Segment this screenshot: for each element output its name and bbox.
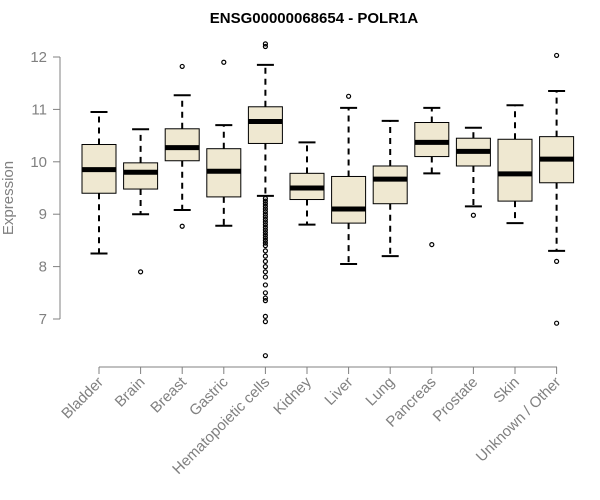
- y-axis-title: Expression: [0, 161, 17, 235]
- box-prostate: [455, 126, 491, 218]
- x-tick-label: Brain: [112, 374, 149, 411]
- iqr-box: [164, 128, 200, 162]
- iqr-box: [497, 138, 533, 202]
- outlier-point: [262, 313, 268, 319]
- outlier-point: [346, 93, 352, 99]
- box-liver: [331, 93, 367, 265]
- outlier-point: [262, 248, 268, 254]
- outlier-point: [262, 41, 268, 47]
- outlier-point: [262, 214, 268, 220]
- box-hematopoietic-cells: [247, 41, 283, 359]
- outlier-point: [221, 59, 227, 65]
- box-skin: [497, 104, 533, 225]
- box-breast: [164, 63, 200, 229]
- outlier-point: [429, 241, 435, 248]
- y-tick-label: 11: [31, 101, 47, 118]
- box-brain: [123, 128, 159, 275]
- outlier-point: [553, 258, 560, 264]
- y-tick-label: 9: [39, 206, 47, 223]
- outlier-point: [262, 211, 268, 217]
- outlier-point: [553, 320, 560, 326]
- box-lung: [372, 119, 408, 258]
- outlier-point: [262, 201, 268, 207]
- outlier-point: [262, 353, 268, 359]
- y-tick-label: 12: [30, 49, 47, 66]
- outlier-point: [262, 219, 268, 225]
- y-tick-label: 7: [39, 311, 47, 328]
- x-tick-label: Bladder: [58, 374, 107, 423]
- outlier-point: [262, 232, 268, 238]
- x-tick-label: Kidney: [270, 373, 315, 418]
- x-tick-label: Lung: [362, 374, 398, 410]
- outlier-point: [262, 224, 268, 230]
- iqr-box: [123, 162, 159, 190]
- outlier-point: [262, 227, 268, 233]
- outlier-point: [262, 264, 268, 270]
- x-tick-label: Breast: [147, 373, 190, 416]
- outlier-point: [262, 282, 268, 288]
- outlier-point: [470, 212, 476, 218]
- outlier-point: [262, 319, 268, 325]
- x-tick-label: Skin: [490, 374, 523, 407]
- outlier-point: [262, 235, 268, 241]
- outlier-point: [262, 253, 268, 259]
- iqr-box: [372, 165, 408, 205]
- iqr-box: [331, 175, 367, 224]
- outlier-point: [262, 222, 268, 228]
- outlier-point: [262, 229, 268, 236]
- x-tick-label: Prostate: [430, 374, 482, 426]
- x-tick-label: Liver: [321, 374, 356, 409]
- outlier-point: [138, 269, 144, 275]
- outlier-point: [179, 223, 185, 229]
- outlier-point: [262, 216, 268, 223]
- box-kidney: [289, 141, 325, 226]
- outlier-point: [262, 243, 268, 249]
- outlier-point: [262, 237, 268, 243]
- boxes-group: [81, 41, 575, 359]
- outlier-point: [262, 206, 268, 212]
- outlier-point: [262, 203, 268, 209]
- outlier-point: [262, 298, 268, 304]
- outlier-point: [262, 198, 268, 204]
- outlier-point: [262, 240, 268, 246]
- iqr-box: [247, 106, 283, 144]
- box-pancreas: [414, 106, 450, 248]
- outlier-point: [262, 274, 268, 280]
- box-gastric: [206, 59, 242, 227]
- chart-title: ENSG00000068654 - POLR1A: [210, 10, 419, 27]
- outlier-point: [262, 290, 268, 296]
- outlier-point: [262, 43, 268, 50]
- y-axis-ticks: 7 8 9 10 11 12: [30, 49, 60, 328]
- outlier-point: [262, 208, 268, 215]
- y-tick-label: 8: [39, 259, 47, 276]
- outlier-point: [262, 258, 268, 264]
- outlier-point: [179, 63, 185, 70]
- outlier-point: [262, 295, 268, 301]
- box-bladder: [81, 111, 117, 255]
- outlier-point: [262, 269, 268, 275]
- y-tick-label: 10: [30, 154, 47, 171]
- iqr-box: [414, 122, 450, 158]
- outlier-point: [262, 195, 268, 202]
- outlier-point: [553, 52, 560, 59]
- box-unknown-other: [539, 52, 575, 326]
